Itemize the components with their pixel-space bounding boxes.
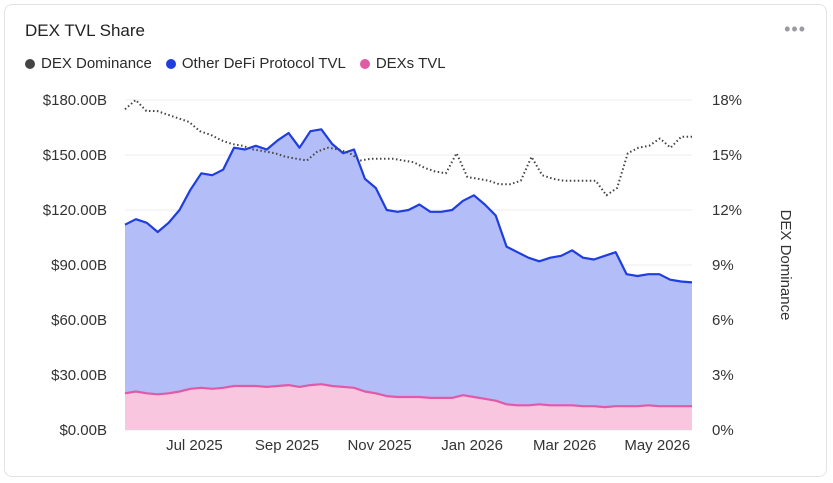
- y-right-tick-label: 3%: [712, 367, 734, 384]
- y-right-tick-label: 0%: [712, 422, 734, 439]
- legend-marker: [359, 58, 370, 69]
- y-right-tick-label: 6%: [712, 312, 734, 329]
- line-series: [124, 99, 693, 409]
- y-right-tick-label: 18%: [712, 92, 742, 109]
- area-other-defi-tvl: [125, 129, 692, 431]
- line-other-defi-tvl: [124, 128, 693, 284]
- x-tick-label: Jul 2025: [166, 437, 223, 454]
- x-tick-label: Nov 2025: [347, 437, 411, 454]
- legend-label: DEX Dominance: [41, 55, 152, 72]
- chart-title: DEX TVL Share: [25, 21, 146, 40]
- x-tick-label: May 2026: [624, 437, 690, 454]
- legend-marker: [165, 58, 176, 69]
- y-axis-right: 0% 3% 6% 9% 12% 15% 18%: [712, 92, 742, 439]
- x-tick-label: Sep 2025: [255, 437, 319, 454]
- legend-item-dex-dominance[interactable]: DEX Dominance: [25, 55, 152, 72]
- y-axis-left: $0.00B $30.00B $60.00B $90.00B $120.00B $150.…: [43, 92, 107, 439]
- area-series: [125, 129, 692, 431]
- more-horizontal-icon[interactable]: •••: [784, 19, 806, 39]
- legend-marker: [25, 58, 35, 69]
- area-dexs-tvl: [125, 384, 692, 430]
- y-right-tick-label: 12%: [712, 202, 742, 219]
- y-right-tick-label: 9%: [712, 257, 734, 274]
- y-right-tick-label: 15%: [712, 147, 742, 164]
- x-axis: Jul 2025 Sep 2025 Nov 2025 Jan 2026 Mar 2026…: [166, 437, 690, 454]
- legend-label: Other DeFi Protocol TVL: [181, 55, 346, 72]
- legend-label: DEXs TVL: [375, 55, 446, 72]
- chart-legend: DEX Dominance Other DeFi Protocol TVL DE…: [25, 55, 446, 72]
- y-axis-right-title: DEX Dominance: [777, 210, 794, 321]
- legend-item-other-defi-tvl[interactable]: Other DeFi Protocol TVL: [165, 55, 346, 72]
- legend-item-dexs-tvl[interactable]: DEXs TVL: [359, 55, 446, 72]
- y-left-tick-label: $180.00B: [43, 92, 107, 109]
- y-left-tick-label: $30.00B: [51, 367, 107, 384]
- y-left-tick-label: $150.00B: [43, 147, 107, 164]
- x-tick-label: Jan 2026: [441, 437, 503, 454]
- line-dex-dominance: [124, 99, 692, 197]
- y-left-tick-label: $60.00B: [51, 312, 107, 329]
- y-left-tick-label: $90.00B: [51, 257, 107, 274]
- y-left-tick-label: $120.00B: [43, 202, 107, 219]
- y-left-tick-label: $0.00B: [59, 422, 107, 439]
- line-dexs-tvl: [124, 383, 692, 409]
- x-tick-label: Mar 2026: [533, 437, 596, 454]
